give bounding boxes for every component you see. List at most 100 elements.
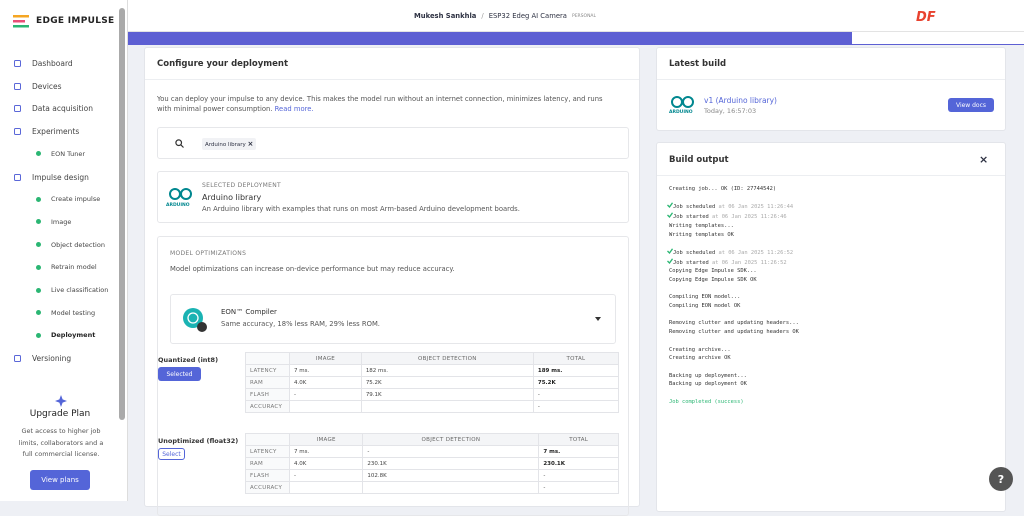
metric-row: LATENCY 7 ms. 182 ms. 189 ms. [245,364,620,377]
nav-item[interactable]: Dashboard [32,59,73,68]
metric-label: ACCURACY [245,400,290,413]
build-version[interactable]: v1 (Arduino library) [704,96,777,105]
log-line: Copying Edge Impulse SDK OK [669,276,799,285]
metric-value: 189 ms. [532,364,620,377]
divider [145,79,639,80]
column-header: OBJECT DETECTION [362,433,540,446]
chip-label: Arduino library [205,142,246,148]
log-gap [669,239,799,248]
nav-subitem[interactable]: Object detection [51,240,105,249]
nav-subitem[interactable]: Live classification [51,286,109,294]
metric-value: - [289,388,362,401]
view-docs-button[interactable]: View docs [948,98,994,112]
nav-icon [14,60,21,67]
selected-deployment: ARDUINO SELECTED DEPLOYMENT Arduino libr… [157,171,629,223]
metric-row: RAM 4.0K 75.2K 75.2K [245,376,620,389]
nav-item[interactable]: Experiments [32,127,80,137]
metric-value [360,400,534,413]
metric-value: 4.0K [289,376,362,389]
arduino-logo [169,188,192,200]
compiler-name: EON™ Compiler [221,308,277,316]
log-text: Creating archive... [669,346,731,353]
arduino-logo-text: ARDUINO [669,110,693,115]
card-title: Latest build [669,59,727,69]
variant-button[interactable]: Select [158,448,185,460]
nav-dot [36,287,41,293]
logo-icon [13,15,29,28]
log-line: Backing up deployment... [669,372,799,381]
nav-dot [36,196,41,202]
nav-subitem[interactable]: Deployment [51,331,96,340]
log-line: Backing up deployment OK [669,380,799,389]
chip-close[interactable]: × [247,140,254,148]
metric-label: RAM [245,376,290,389]
configure-card: Configure your deployment You can deploy… [144,47,640,516]
log-text: Removing clutter and updating headers... [669,320,799,327]
metric-row: ACCURACY - [245,400,620,413]
column-header: IMAGE [289,352,362,365]
nav-item[interactable]: Versioning [32,354,72,364]
compiler-select[interactable]: EON™ Compiler Same accuracy, 18% less RA… [170,294,616,344]
nav-subitem[interactable]: Image [51,217,72,226]
metric-row: FLASH -102.8K - [245,469,619,482]
log-text: Removing clutter and updating headers OK [669,329,799,336]
log-text: Job started [673,214,709,221]
project[interactable]: ESP32 Edeg AI Camera [488,12,567,20]
deployment-name: Arduino library [202,193,262,202]
build-time: Today, 16:57:03 [704,107,757,115]
search-chip: Arduino library × [202,138,257,150]
top-bar: Mukesh Sankhla / ESP32 Edeg AI Camera PERSO… [128,0,1024,32]
log-text: Job started [673,259,709,266]
log-line: Job scheduled at 06 Jan 2025 11:26:52 [667,248,799,258]
logo-text: EDGE IMPULSE [36,16,115,26]
log-gap [669,406,799,415]
log-line: Copying Edge Impulse SDK... [669,267,799,276]
caption: SELECTED DEPLOYMENT [202,182,281,189]
column-header: TOTAL [532,352,620,365]
nav-dot [36,310,41,316]
metric-row: RAM 4.0K 230.1K 230.1K [245,457,619,470]
log-text: Backing up deployment OK [669,381,747,388]
user[interactable]: Mukesh Sankhla [414,12,477,20]
nav-item[interactable]: Devices [32,81,62,91]
log-text: Compiling EON model... [669,294,741,301]
separator: / [481,12,484,20]
dropdown-caret [595,317,601,321]
log-text: Creating archive OK [669,355,731,362]
nav-subitem[interactable]: EON Tuner [51,149,86,158]
log-text: Copying Edge Impulse SDK... [669,268,757,275]
header-row: IMAGE OBJECT DETECTION TOTAL [245,352,620,365]
metric-label: FLASH [245,469,290,482]
read-more-link[interactable]: Read more. [274,105,314,113]
badge: PERSONAL [571,13,597,19]
optimizations: MODEL OPTIMIZATIONS Model optimizations … [157,236,629,516]
arduino-logo [671,96,694,108]
upgrade-title: Upgrade Plan [29,409,91,419]
search-box[interactable]: Arduino library × [157,127,629,159]
nav-item[interactable]: Impulse design [32,172,89,182]
nav-subitem[interactable]: Create impulse [51,195,101,204]
metric-value: - [362,445,540,458]
log-text: Compiling EON model OK [669,303,741,310]
nav-subitem[interactable]: Retrain model [51,263,97,272]
log-line: Job started at 06 Jan 2025 11:26:46 [667,212,799,222]
metric-label: ACCURACY [245,481,290,494]
metric-label: RAM [245,457,290,470]
nav-icon [14,173,21,181]
nav-subitem[interactable]: Model testing [51,308,96,317]
header-cell [245,352,290,365]
log-time: at 06 Jan 2025 11:26:44 [718,204,794,211]
nav-dot [36,151,41,157]
variant-button[interactable]: Selected [158,367,201,381]
log-line: Job completed (success) [669,398,799,407]
metric-row: ACCURACY - [245,481,619,494]
nav-icon [14,128,21,136]
sidebar: EDGE IMPULSE Dashboard Devices Data acquis… [0,0,128,501]
close-button[interactable]: × [979,153,989,166]
log-line: Compiling EON model... [669,293,799,302]
help-button[interactable]: ? [989,467,1013,491]
check-icon [667,212,674,219]
view-plans-button[interactable]: View plans [30,470,90,490]
nav-item[interactable]: Data acquisition [32,104,93,114]
